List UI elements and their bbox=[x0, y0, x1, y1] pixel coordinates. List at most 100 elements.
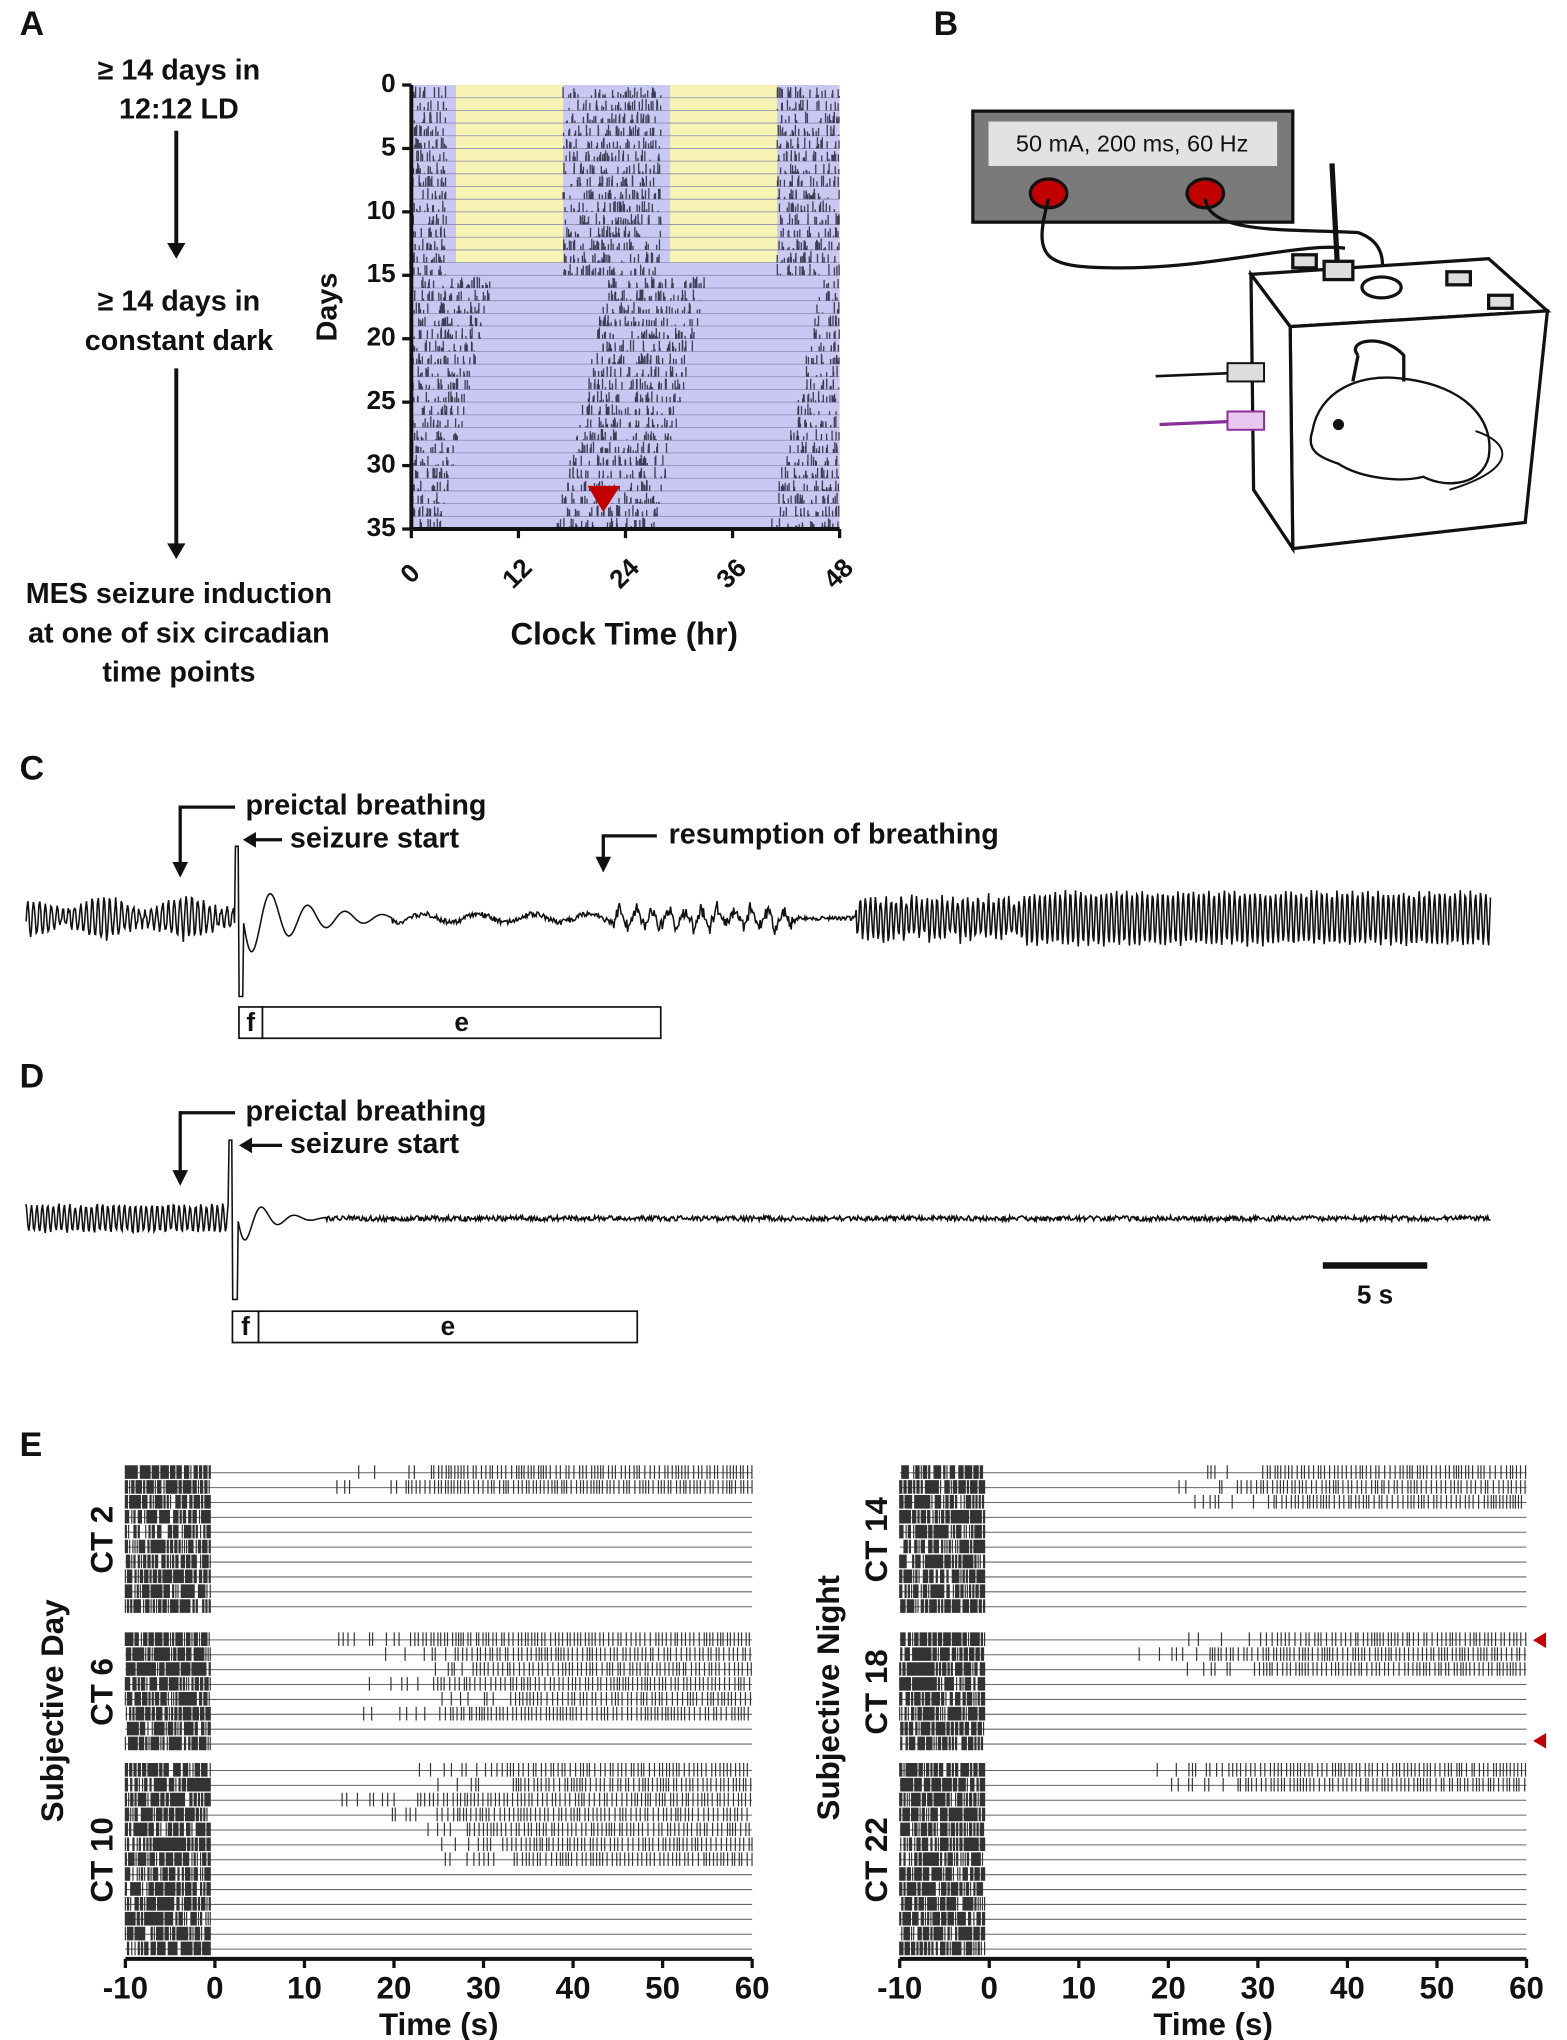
phase-box bbox=[261, 1006, 662, 1040]
raster-ticks bbox=[124, 1495, 211, 1509]
raster-ticks bbox=[124, 1691, 752, 1706]
x-axis-title: Clock Time (hr) bbox=[510, 616, 737, 651]
raster-ticks bbox=[901, 1926, 986, 1941]
x-tick-label: 60 bbox=[1509, 1971, 1544, 2006]
raster-ticks bbox=[124, 1480, 753, 1494]
cable bbox=[1040, 198, 1346, 270]
raster-ticks bbox=[899, 1677, 986, 1691]
phase-label: e bbox=[454, 1007, 469, 1037]
phase-label: e bbox=[441, 1311, 456, 1341]
scale-bar-label: 5 s bbox=[1357, 1280, 1393, 1310]
activity-bars bbox=[421, 188, 840, 200]
stimulator-display bbox=[988, 121, 1278, 166]
x-tick-label: 50 bbox=[645, 1971, 680, 2006]
annotation: seizure start bbox=[290, 1128, 460, 1160]
flow-arrowhead bbox=[167, 543, 186, 560]
knob bbox=[1291, 253, 1318, 270]
panel-label: A bbox=[20, 5, 45, 43]
raster-ticks bbox=[899, 1807, 986, 1822]
x-tick-label: 12 bbox=[496, 552, 538, 594]
phase-label: f bbox=[246, 1007, 255, 1037]
raster-ticks bbox=[125, 1647, 751, 1661]
annotation-arrowhead bbox=[172, 861, 189, 878]
activity-bars bbox=[421, 403, 837, 415]
raster-ticks bbox=[124, 1792, 752, 1807]
activity-bars bbox=[413, 327, 841, 339]
panel-label: D bbox=[20, 1058, 45, 1096]
raster-ticks bbox=[901, 1896, 986, 1911]
annotation-arrowhead bbox=[238, 1137, 253, 1154]
raster-ticks bbox=[901, 1465, 1527, 1479]
raster-ticks bbox=[124, 1926, 211, 1941]
activity-bars bbox=[410, 365, 838, 377]
raster-ticks bbox=[124, 1632, 750, 1647]
x-tick-label: 60 bbox=[735, 1971, 770, 2006]
activity-bars bbox=[412, 352, 840, 365]
raster-ticks bbox=[900, 1822, 985, 1837]
raster-ticks bbox=[899, 1867, 986, 1881]
wire bbox=[1351, 355, 1360, 382]
raster-ticks bbox=[903, 1539, 986, 1554]
raster-ticks bbox=[899, 1495, 1523, 1509]
y-tick-label: 35 bbox=[367, 512, 396, 542]
raster-ticks bbox=[899, 1662, 1526, 1676]
annotation: preictal breathing bbox=[245, 790, 486, 822]
raster-ticks bbox=[124, 1569, 211, 1584]
annotation-arrow bbox=[178, 1111, 236, 1173]
raster-ticks bbox=[124, 1584, 211, 1598]
electrode-port bbox=[1028, 177, 1069, 210]
phase-box bbox=[231, 1310, 260, 1344]
breathing-trace bbox=[25, 845, 1492, 998]
activity-bars bbox=[410, 238, 840, 250]
raster-ticks bbox=[124, 1882, 211, 1896]
stimulator-setting: 50 mA, 200 ms, 60 Hz bbox=[1016, 130, 1249, 156]
cage-front bbox=[1288, 309, 1550, 551]
wire bbox=[1354, 339, 1406, 382]
x-tick-label: 40 bbox=[556, 1971, 591, 2006]
raster-ticks bbox=[124, 1911, 211, 1926]
annotation-arrow bbox=[178, 805, 236, 865]
x-tick-label: -10 bbox=[877, 1971, 922, 2006]
seizure-marker bbox=[587, 485, 621, 513]
x-tick-label: 36 bbox=[710, 552, 752, 594]
flow-arrowhead bbox=[167, 243, 186, 259]
activity-bars bbox=[411, 466, 840, 479]
row-marker bbox=[1533, 1632, 1547, 1649]
raster-ticks bbox=[124, 1777, 752, 1792]
raster-ticks bbox=[124, 1837, 753, 1852]
mouse-eye bbox=[1332, 418, 1345, 431]
raster-ticks bbox=[900, 1599, 986, 1613]
activity-bars bbox=[410, 162, 840, 174]
activity-bars bbox=[410, 416, 837, 428]
activity-bars bbox=[412, 454, 838, 466]
activity-bars bbox=[413, 504, 840, 517]
raster-ticks bbox=[124, 1599, 211, 1613]
cage-hole bbox=[1360, 275, 1403, 300]
connector bbox=[1322, 259, 1355, 282]
protocol-step: at one of six circadian bbox=[28, 617, 330, 649]
knob bbox=[1445, 270, 1473, 287]
x-tick-label: 48 bbox=[817, 552, 859, 594]
mouse bbox=[1309, 376, 1491, 485]
raster-ticks bbox=[899, 1509, 986, 1524]
phase-label: f bbox=[241, 1311, 250, 1341]
activity-bars bbox=[413, 124, 840, 136]
x-tick-label: 50 bbox=[1420, 1971, 1455, 2006]
raster-ticks bbox=[899, 1706, 986, 1721]
raster-ticks bbox=[125, 1554, 211, 1569]
x-tick-label: 0 bbox=[394, 557, 425, 588]
raster-ticks bbox=[899, 1569, 986, 1584]
raster-ticks bbox=[899, 1941, 986, 1956]
panel-label: E bbox=[20, 1426, 43, 1464]
activity-bars bbox=[411, 378, 840, 390]
mouse-tail bbox=[1449, 430, 1504, 491]
y-tick-label: 5 bbox=[381, 131, 396, 161]
annotation-arrowhead bbox=[242, 831, 256, 848]
activity-bars bbox=[411, 86, 840, 98]
annotation-arrowhead bbox=[172, 1170, 189, 1186]
raster-ticks bbox=[899, 1763, 1527, 1777]
group-label: Subjective Night bbox=[811, 1574, 846, 1820]
raster-ticks bbox=[126, 1721, 211, 1736]
raster-ticks bbox=[900, 1837, 986, 1852]
